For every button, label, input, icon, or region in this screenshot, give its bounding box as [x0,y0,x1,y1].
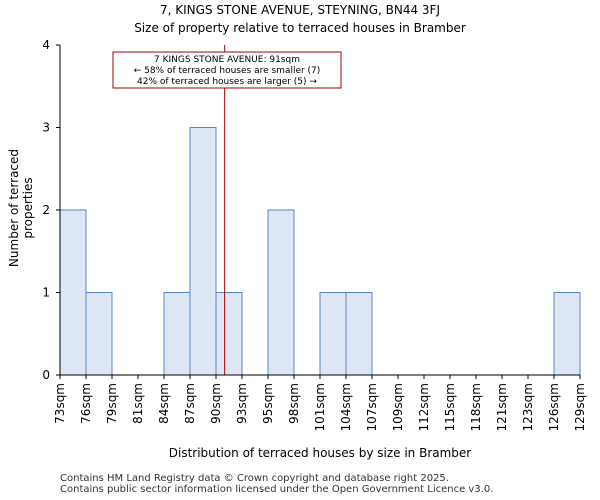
y-tick-label: 2 [42,203,50,217]
marker-group: 7 KINGS STONE AVENUE: 91sqm← 58% of terr… [112,45,342,375]
y-tick-label: 0 [42,368,50,382]
x-tick-label: 95sqm [261,383,275,424]
x-tick-label: 129sqm [573,383,587,431]
y-tick-label: 1 [42,286,50,300]
x-tick-label: 107sqm [365,383,379,431]
bar-87sqm [189,127,217,376]
annotation-line-2: ← 58% of terraced houses are smaller (7) [134,66,321,76]
x-tick-label: 109sqm [391,383,405,431]
annotation-line-1: 7 KINGS STONE AVENUE: 91sqm [154,55,300,65]
x-tick-label: 104sqm [339,383,353,431]
y-tick-label: 3 [42,121,50,135]
bars-group [59,127,581,376]
x-tick-label: 84sqm [157,383,171,424]
bar-95sqm [267,209,295,376]
bar-126sqm [553,292,581,376]
footer-copyright: Contains HM Land Registry data © Crown c… [60,473,449,484]
footer-licence: Contains public sector information licen… [60,484,494,495]
bar-101sqm [319,292,347,376]
x-tick-label: 126sqm [547,383,561,431]
x-tick-label: 73sqm [53,383,67,424]
x-tick-label: 101sqm [313,383,327,431]
x-tick-label: 98sqm [287,383,301,424]
ticks-group: 0 1 2 3 4 73sqm 76sqm 79sqm 81sqm 84sqm 87sqm 90sqm… [42,38,587,431]
x-tick-label: 90sqm [209,383,223,424]
x-tick-label: 121sqm [495,383,509,431]
x-tick-label: 93sqm [235,383,249,424]
bar-104sqm [345,292,373,376]
bar-73sqm [59,209,87,376]
annotation-box [112,51,342,89]
bar-90sqm [215,292,243,376]
x-tick-label: 123sqm [521,383,535,431]
x-tick-label: 118sqm [469,383,483,431]
x-tick-label: 87sqm [183,383,197,424]
bar-76sqm [85,292,113,376]
bar-84sqm [163,292,191,376]
chart-subtitle: Size of property relative to terraced ho… [134,21,466,35]
x-tick-label: 79sqm [105,383,119,424]
x-tick-label: 115sqm [443,383,457,431]
annotation-line-3: 42% of terraced houses are larger (5) → [137,77,317,87]
x-tick-label: 81sqm [131,383,145,424]
x-tick-label: 76sqm [79,383,93,424]
chart-title: 7, KINGS STONE AVENUE, STEYNING, BN44 3F… [160,3,440,17]
x-tick-label: 112sqm [417,383,431,431]
x-axis-label: Distribution of terraced houses by size … [168,446,472,460]
y-tick-label: 4 [42,38,50,52]
